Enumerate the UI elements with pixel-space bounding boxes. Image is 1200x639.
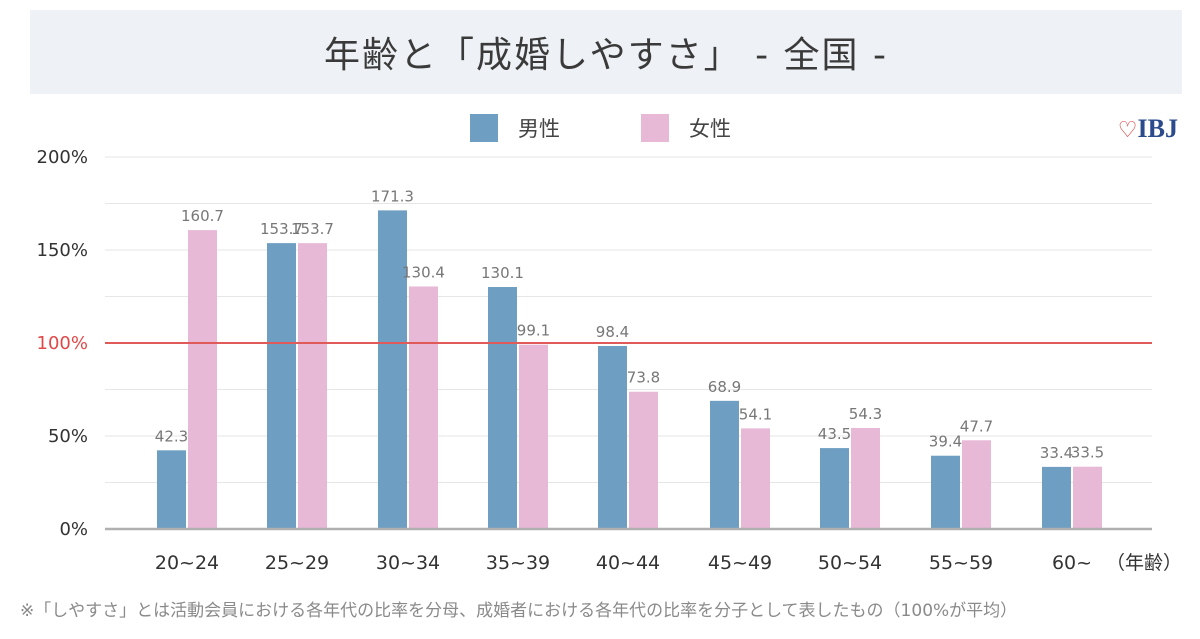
data-label: 130.4 [402,263,445,281]
legend-label: 女性 [689,117,731,141]
data-label: 39.4 [929,433,962,451]
data-label: 160.7 [181,207,224,225]
bar-male [267,243,296,530]
bar-male [598,345,627,529]
data-label: 130.1 [481,264,524,282]
bar-female [851,428,880,529]
bar-female [409,286,438,529]
data-label: 171.3 [371,187,414,205]
data-label: 99.1 [517,322,550,340]
x-tick-label: 25~29 [265,552,329,574]
y-tick-label: 200% [37,147,88,168]
x-tick-label: 55~59 [929,552,993,574]
bar-chart: 0% 50% 100% 150% 200% 42.3 160.7 20~24 153.7153.… [37,114,1182,574]
heart-icon: ♡ [1117,117,1138,142]
y-tick-label: 150% [37,240,88,261]
legend-label: 男性 [518,117,560,141]
bar-male [931,455,960,529]
data-label: 54.1 [739,405,772,423]
bar-female [519,344,548,529]
x-tick-label: 20~24 [155,552,219,574]
data-label: 33.5 [1071,444,1104,462]
data-label: 43.5 [818,425,851,443]
footnote: ※「しやすさ」とは活動会員における各年代の比率を分母、成婚者における各年代の比率… [20,601,1018,621]
x-tick-label: 60~ [1052,552,1092,574]
y-tick-label: 100% [37,333,88,354]
bar-female [741,428,770,529]
data-label: 68.9 [708,378,741,396]
bar-female [962,440,991,529]
x-axis-label: （年齢） [1106,552,1182,574]
bar-female [629,391,658,529]
bar-male [157,450,186,529]
x-tick-label: 35~39 [486,552,550,574]
x-tick-label: 40~44 [596,552,660,574]
data-label: 98.4 [596,323,629,341]
data-label: 33.4 [1040,444,1073,462]
bar-female [188,230,217,529]
bar-male [710,400,739,529]
data-label: 47.7 [960,417,993,435]
data-label: 73.8 [627,369,660,387]
title-bar: 年齢と「成婚しやすさ」 - 全国 - [30,10,1182,94]
logo-text: IBJ [1137,114,1178,143]
x-tick-label: 50~54 [818,552,882,574]
bar-female [1073,466,1102,529]
x-tick-label: 45~49 [708,552,772,574]
bar-female [298,243,327,530]
legend-swatch-female [641,114,669,142]
data-label: 42.3 [155,427,188,445]
chart-title: 年齢と「成婚しやすさ」 - 全国 - [324,35,888,76]
bar-male [378,210,407,529]
x-tick-label: 30~34 [376,552,440,574]
bar-male [488,287,517,529]
data-label: 54.3 [849,405,882,423]
ibj-logo: ♡IBJ [1118,114,1178,144]
y-tick-label: 0% [59,519,88,540]
legend-swatch-male [470,114,498,142]
bar-male [1042,466,1071,529]
y-tick-label: 50% [48,426,88,447]
data-label: 153.7 [260,220,303,238]
data-label: 153.7 [291,220,334,238]
bar-male [820,448,849,529]
